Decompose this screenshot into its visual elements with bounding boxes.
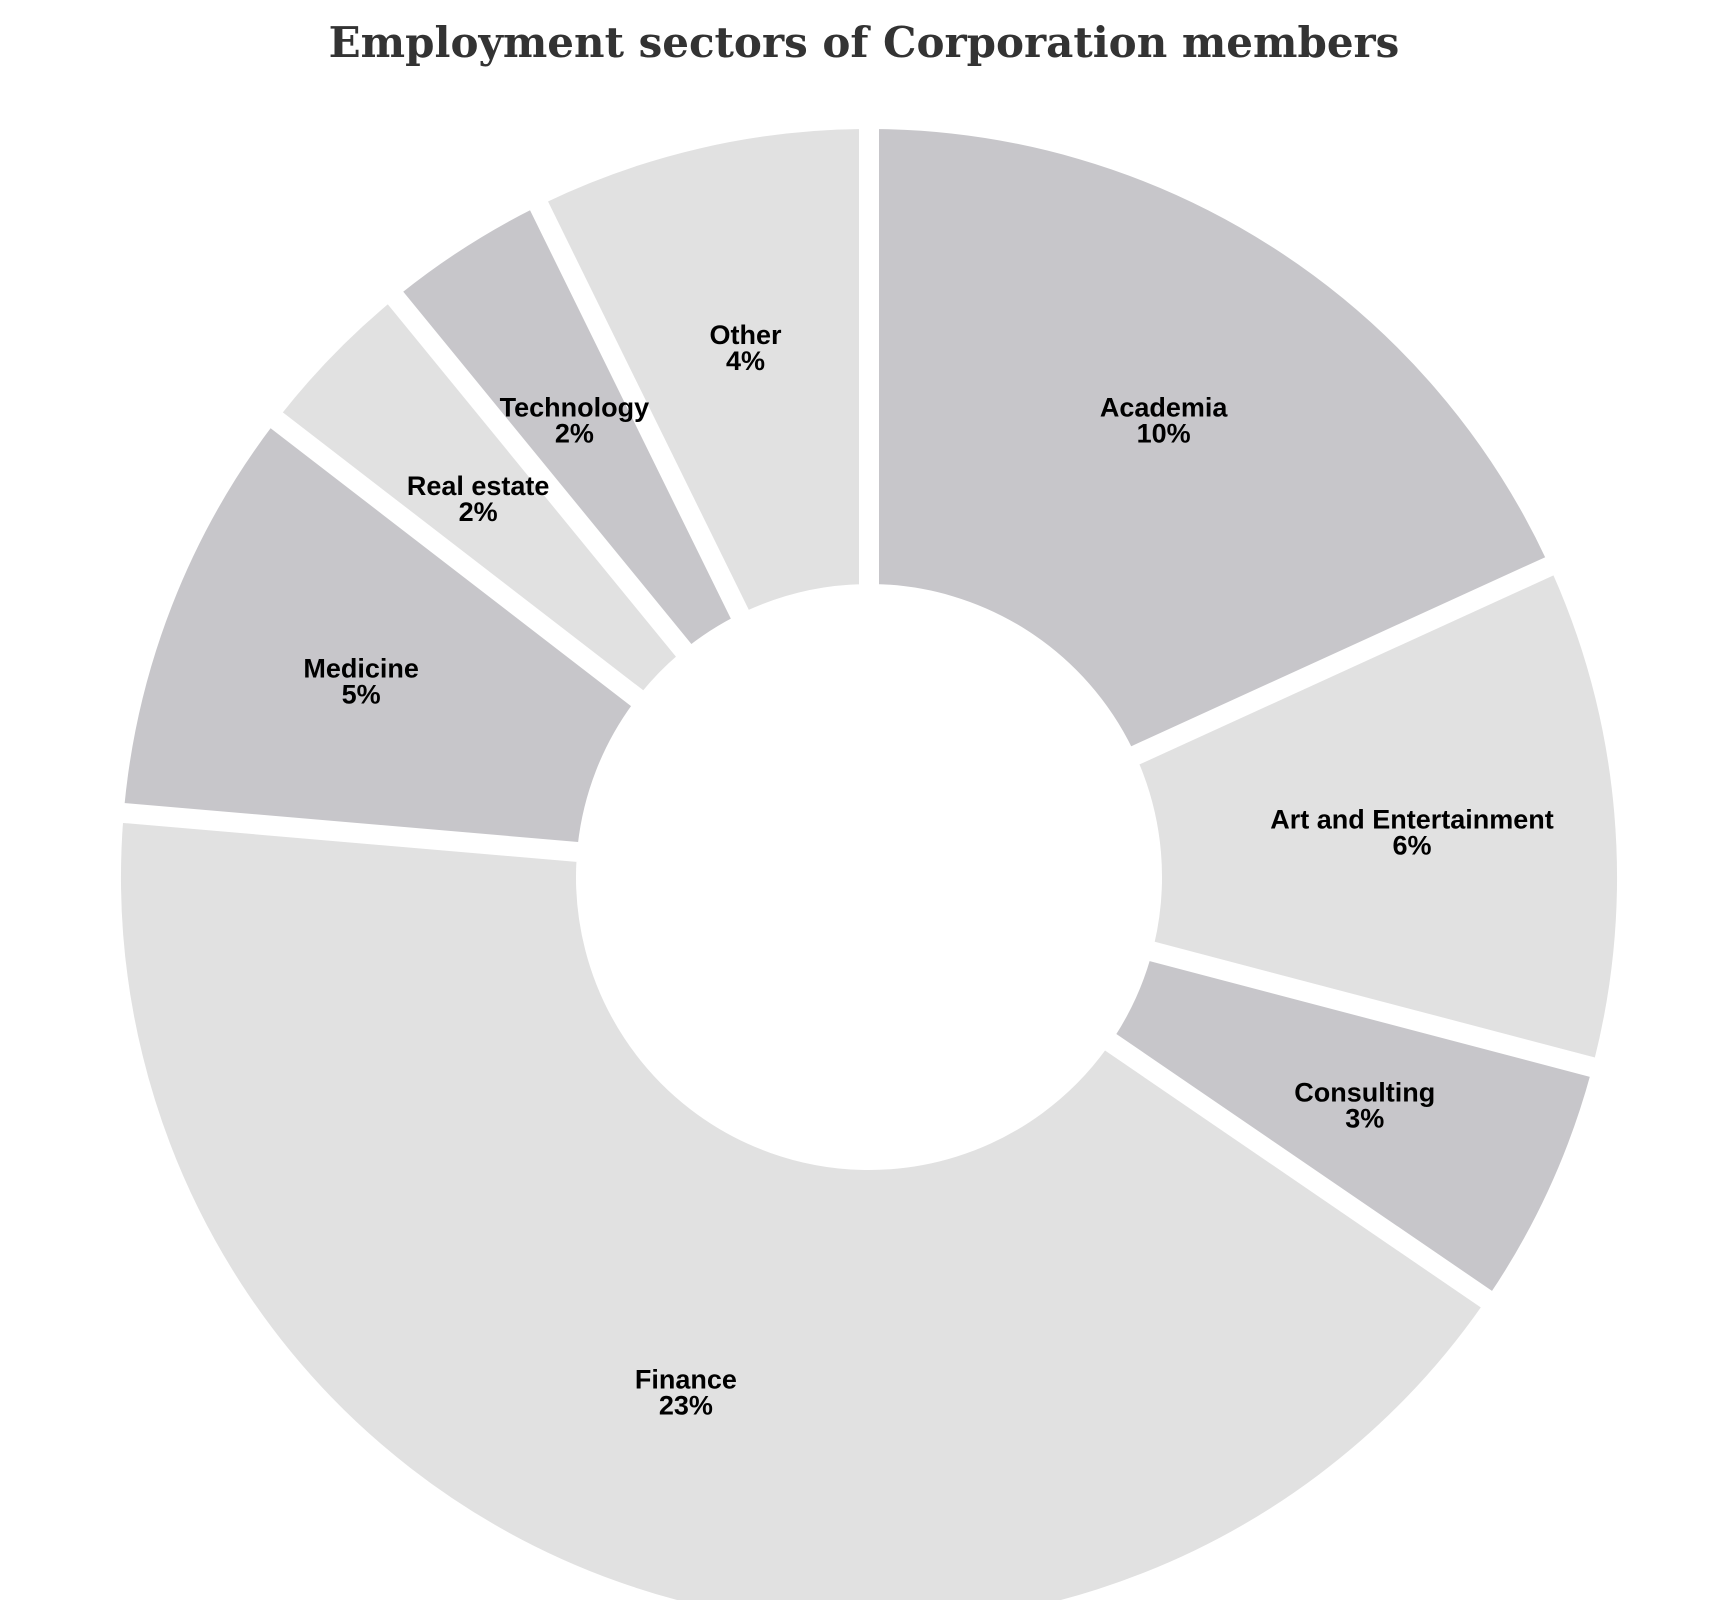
slice-label: Technology [500, 393, 650, 423]
donut-slices [115, 123, 1623, 1600]
slice-label: Art and Entertainment [1270, 804, 1554, 834]
slice-label: Medicine [303, 653, 419, 683]
slice-finance[interactable] [115, 816, 1488, 1600]
slice-label: Consulting [1294, 1077, 1435, 1107]
slice-label: Other [710, 320, 783, 350]
slice-value-label: 4% [726, 346, 765, 376]
slice-art-and-entertainment[interactable] [1132, 568, 1623, 1065]
slice-value-label: 10% [1137, 419, 1191, 449]
slice-academia[interactable] [872, 123, 1553, 754]
slice-consulting[interactable] [1109, 954, 1597, 1299]
slice-medicine[interactable] [118, 420, 639, 849]
slice-value-label: 23% [659, 1390, 713, 1420]
slice-other[interactable] [540, 123, 866, 617]
slice-label: Academia [1100, 393, 1229, 423]
slice-value-label: 2% [555, 419, 594, 449]
slice-value-label: 6% [1392, 830, 1431, 860]
slice-real-estate[interactable] [275, 297, 684, 698]
chart-title: Employment sectors of Corporation member… [328, 18, 1400, 67]
slice-label: Real estate [407, 471, 550, 501]
slice-label: Finance [635, 1364, 737, 1394]
slice-technology[interactable] [396, 203, 738, 652]
slice-value-label: 3% [1345, 1103, 1384, 1133]
slice-value-label: 5% [342, 679, 381, 709]
slice-value-label: 2% [459, 497, 498, 527]
